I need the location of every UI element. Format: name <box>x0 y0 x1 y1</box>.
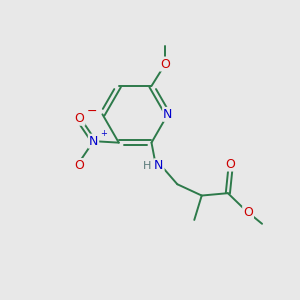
Text: O: O <box>160 58 170 70</box>
Text: O: O <box>243 206 253 219</box>
Text: H: H <box>143 161 151 171</box>
Text: N: N <box>163 108 172 121</box>
Text: O: O <box>75 112 85 125</box>
Text: +: + <box>100 129 107 138</box>
Text: O: O <box>75 159 85 172</box>
Text: N: N <box>89 135 98 148</box>
Text: −: − <box>86 105 97 118</box>
Text: O: O <box>225 158 235 170</box>
Text: N: N <box>154 159 164 172</box>
